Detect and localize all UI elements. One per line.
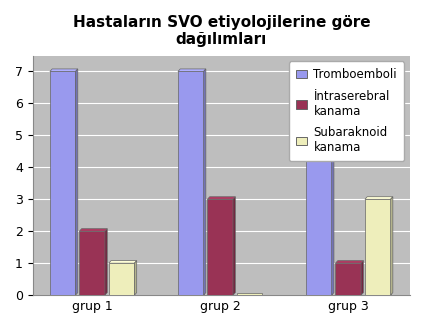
Polygon shape bbox=[207, 197, 235, 199]
Bar bbox=[178, 72, 204, 295]
Polygon shape bbox=[134, 261, 137, 295]
Bar bbox=[50, 72, 76, 295]
Bar bbox=[207, 199, 233, 295]
Bar bbox=[79, 231, 105, 295]
Polygon shape bbox=[105, 229, 107, 295]
Bar bbox=[109, 263, 134, 295]
Bar bbox=[237, 293, 263, 295]
Bar bbox=[365, 199, 391, 295]
Polygon shape bbox=[361, 261, 363, 295]
Polygon shape bbox=[109, 261, 137, 263]
Polygon shape bbox=[79, 229, 107, 231]
Polygon shape bbox=[332, 101, 334, 295]
Legend: Tromboemboli, İntraserebral
kanama, Subaraknoid
kanama: Tromboemboli, İntraserebral kanama, Suba… bbox=[289, 61, 404, 161]
Polygon shape bbox=[233, 197, 235, 295]
Bar bbox=[335, 263, 361, 295]
Polygon shape bbox=[178, 69, 206, 72]
Polygon shape bbox=[365, 197, 393, 199]
Polygon shape bbox=[306, 101, 334, 103]
Polygon shape bbox=[76, 69, 78, 295]
Polygon shape bbox=[391, 197, 393, 295]
Title: Hastaların SVO etiyolojilerine göre
dağılımları: Hastaların SVO etiyolojilerine göre dağı… bbox=[73, 15, 370, 48]
Polygon shape bbox=[335, 261, 363, 263]
Polygon shape bbox=[204, 69, 206, 295]
Bar bbox=[306, 103, 332, 295]
Polygon shape bbox=[50, 69, 78, 72]
